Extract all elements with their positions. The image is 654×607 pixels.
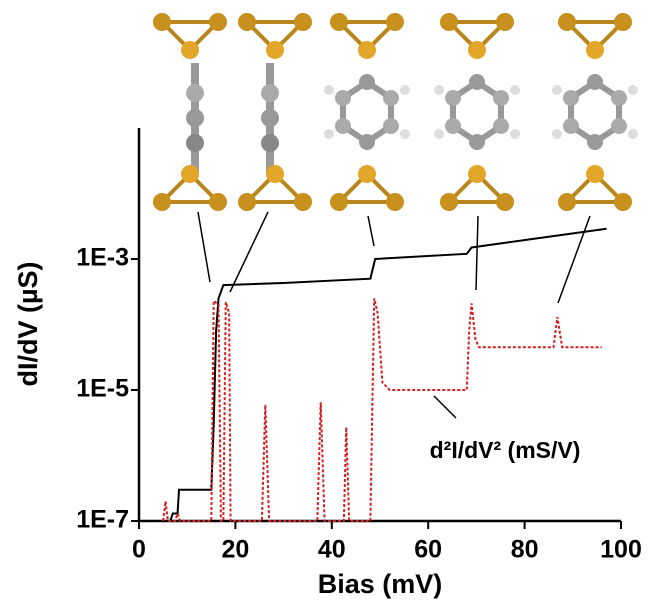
molecule-cluster	[330, 13, 404, 59]
x-axis-title: Bias (mV)	[318, 569, 443, 599]
x-tick-label: 80	[511, 536, 539, 564]
y-tick-label: 1E-7	[76, 506, 129, 534]
x-tick-label: 60	[414, 536, 442, 564]
y-axis-title: dI/dV (µS)	[13, 261, 43, 386]
x-tick-label: 100	[600, 536, 642, 564]
molecule-cluster	[330, 165, 404, 211]
molecule-cluster	[440, 165, 514, 211]
molecule-cluster	[238, 13, 312, 59]
x-tick-label: 0	[132, 536, 146, 564]
arrow	[198, 212, 210, 282]
arrow	[434, 396, 456, 418]
y-tick-label: 1E-5	[76, 375, 129, 403]
arrow	[230, 212, 268, 292]
arrow	[368, 216, 374, 246]
x-tick-label: 40	[318, 536, 346, 564]
arrow	[558, 216, 590, 303]
molecule-cluster	[558, 13, 632, 59]
arrow	[476, 216, 478, 290]
molecule-chain	[186, 63, 204, 173]
molecule-cluster	[238, 165, 312, 211]
molecule-cluster	[153, 165, 227, 211]
molecules	[153, 13, 638, 211]
annotation: d²I/dV² (mS/V)	[430, 437, 581, 463]
page: {"chart_data": {"type": "line", "log_y":…	[0, 0, 654, 607]
molecule-cluster	[558, 165, 632, 211]
molecule-ring	[434, 74, 520, 150]
molecule-ring	[552, 74, 638, 150]
chart: d²I/dV² (mS/V) Bias (mV) dI/dV (µS) 0 20 4…	[0, 0, 654, 607]
data-line	[163, 298, 602, 521]
molecule-ring	[324, 74, 410, 150]
x-tick-label: 20	[221, 536, 249, 564]
pointer-arrows	[198, 212, 590, 418]
molecule-cluster	[153, 13, 227, 59]
y-tick-label: 1E-3	[76, 244, 129, 272]
molecule-chain	[261, 63, 279, 173]
molecule-cluster	[440, 13, 514, 59]
